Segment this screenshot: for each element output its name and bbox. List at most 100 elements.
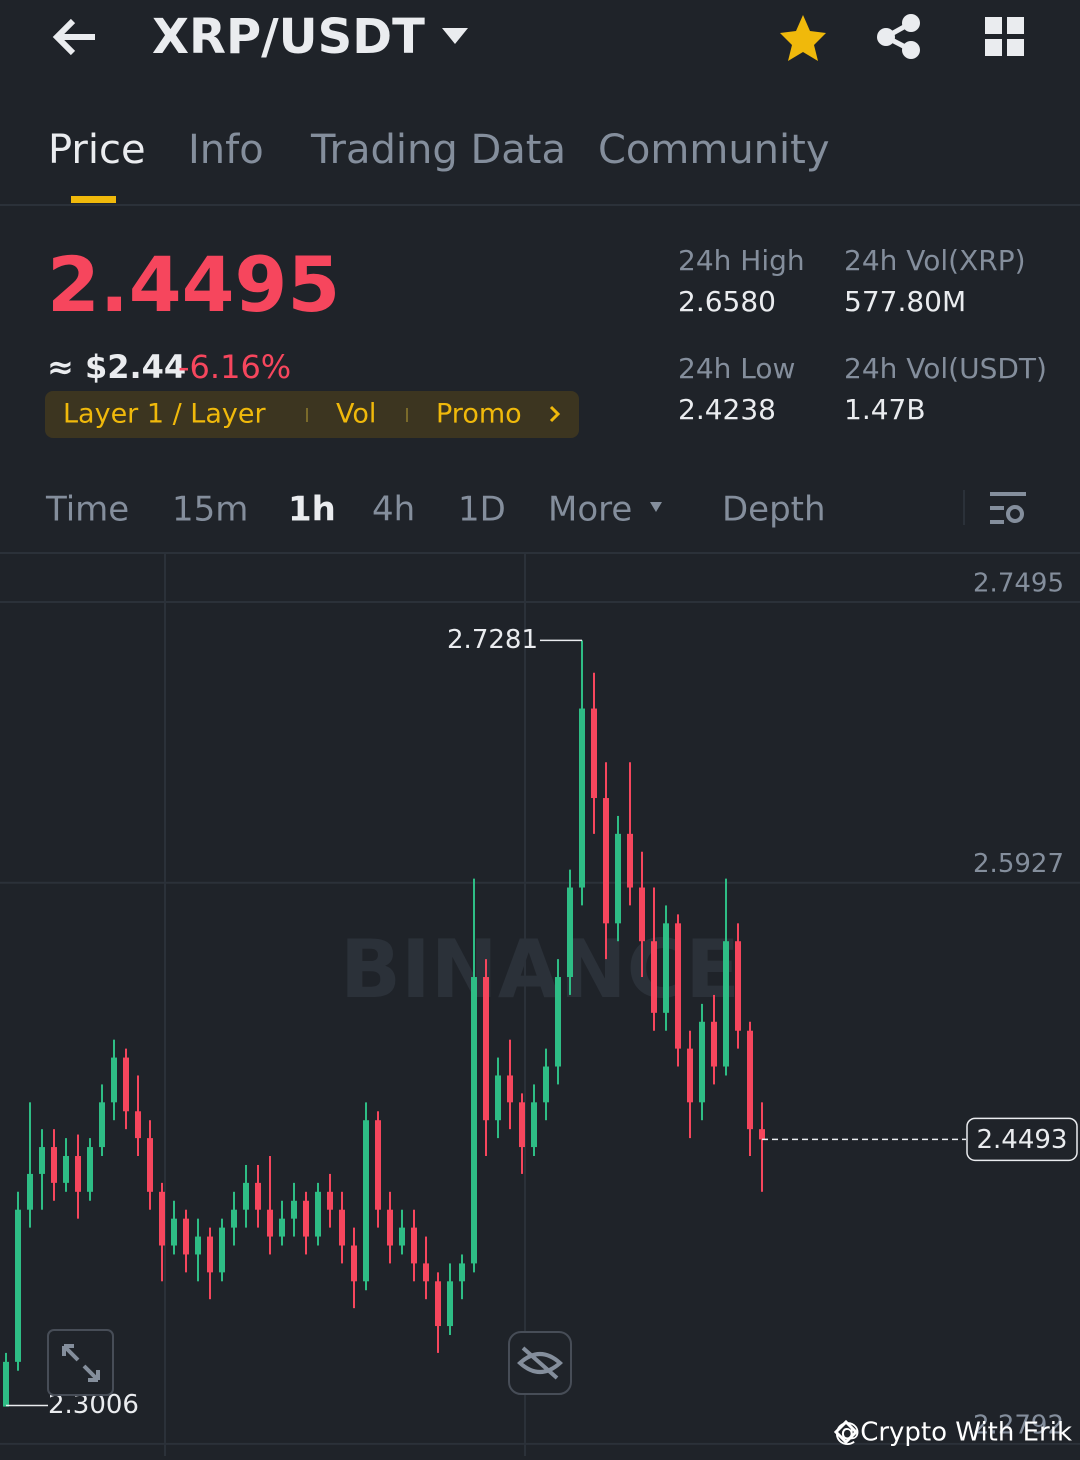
favorite-star[interactable] xyxy=(780,15,826,61)
interval[interactable]: 4h xyxy=(372,490,415,530)
interval[interactable]: 1h xyxy=(288,490,336,530)
stat-label: 24h Vol(USDT) xyxy=(844,352,1047,385)
candle-body xyxy=(279,1218,285,1237)
candle-body xyxy=(399,1227,405,1246)
candle-body xyxy=(123,1057,129,1112)
candle-body xyxy=(567,887,573,978)
fullscreen-button[interactable] xyxy=(47,1329,114,1396)
candle-body xyxy=(111,1057,117,1103)
candle-body xyxy=(579,708,585,888)
last-price-box xyxy=(966,1117,1078,1162)
candle-body xyxy=(651,941,657,1013)
stat-label: 24h Vol(XRP) xyxy=(844,244,1026,277)
candle-body xyxy=(219,1227,225,1273)
price-change: -6.16% xyxy=(178,348,291,386)
tag-arrow xyxy=(549,405,561,423)
tab-indicator xyxy=(71,196,116,203)
y-tick-label: 2.5927 xyxy=(973,849,1064,879)
stat-label: 24h High xyxy=(678,244,805,277)
candle-body xyxy=(687,1048,693,1103)
candle-body xyxy=(615,833,621,924)
candle-body xyxy=(255,1182,261,1210)
candle-body xyxy=(27,1173,33,1210)
candle-body xyxy=(723,941,729,1067)
interval[interactable]: Time xyxy=(45,490,129,530)
candle-body xyxy=(711,1021,717,1067)
candle-body xyxy=(459,1263,465,1282)
stat-value: 2.6580 xyxy=(678,285,776,318)
candle-body xyxy=(195,1236,201,1255)
candle-body xyxy=(435,1281,441,1327)
candle-body xyxy=(627,833,633,888)
candle-body xyxy=(207,1236,213,1273)
stat-value: 1.47B xyxy=(844,393,926,426)
candle-body xyxy=(315,1191,321,1237)
chart-settings[interactable] xyxy=(990,492,1026,524)
share-button[interactable] xyxy=(877,14,920,59)
candle-body xyxy=(639,887,645,942)
candle-body xyxy=(15,1209,21,1362)
tag[interactable]: Promo xyxy=(436,399,522,430)
candle-body xyxy=(291,1200,297,1219)
more-dropdown[interactable] xyxy=(650,502,662,512)
candle-body xyxy=(747,1030,753,1130)
credit: @Crypto With Erik xyxy=(834,1418,1072,1448)
tag-bar[interactable] xyxy=(45,391,579,438)
credit-logo xyxy=(833,1419,859,1445)
candle-body xyxy=(735,941,741,1031)
tab[interactable]: Trading Data xyxy=(310,127,566,173)
candle-body xyxy=(555,977,561,1067)
candle-body xyxy=(759,1129,765,1140)
interval[interactable]: 1D xyxy=(458,490,506,530)
y-tick-label: 2.7495 xyxy=(973,569,1064,599)
tab[interactable]: Price xyxy=(48,127,146,173)
stat-value: 2.4238 xyxy=(678,393,776,426)
candle-body xyxy=(663,923,669,1013)
interval[interactable]: 15m xyxy=(172,490,248,530)
fiat-price: ≈ $2.44 xyxy=(47,348,186,386)
candle-body xyxy=(135,1111,141,1139)
interval[interactable]: More xyxy=(548,490,632,530)
back-button[interactable] xyxy=(52,18,95,56)
candle-body xyxy=(303,1200,309,1237)
tab[interactable]: Info xyxy=(188,127,264,173)
candle-body xyxy=(87,1147,93,1192)
candle-body xyxy=(99,1102,105,1148)
candle-body xyxy=(363,1120,369,1282)
stat-label: 24h Low xyxy=(678,352,795,385)
layout-button[interactable] xyxy=(985,17,1024,56)
candle-body xyxy=(243,1182,249,1210)
candle-body xyxy=(327,1191,333,1210)
tag[interactable]: Vol xyxy=(336,399,376,430)
tag[interactable]: Layer 1 / Layer xyxy=(63,399,266,430)
candle-body xyxy=(531,1102,537,1148)
last-price: 2.4495 xyxy=(47,240,340,329)
candle-body xyxy=(183,1218,189,1255)
candle-body xyxy=(591,708,597,799)
pair-title[interactable]: XRP/USDT xyxy=(152,9,425,65)
candle-body xyxy=(699,1021,705,1103)
candle-body xyxy=(3,1361,9,1407)
candle-body xyxy=(171,1218,177,1246)
candle-body xyxy=(147,1138,153,1192)
candle-body xyxy=(411,1227,417,1264)
candle-body xyxy=(603,798,609,924)
candle-body xyxy=(495,1075,501,1121)
candle-body xyxy=(423,1263,429,1282)
candle-body xyxy=(231,1209,237,1228)
candle-body xyxy=(447,1281,453,1327)
pair-dropdown[interactable] xyxy=(442,28,468,44)
watermark: BINANCE xyxy=(340,923,740,1016)
interval[interactable]: Depth xyxy=(722,490,826,530)
candle-body xyxy=(339,1209,345,1246)
tab[interactable]: Community xyxy=(598,127,830,173)
high-marker: 2.7281 xyxy=(447,625,538,655)
candle-body xyxy=(39,1147,45,1174)
candle-body xyxy=(159,1191,165,1246)
candle-body xyxy=(471,977,477,1264)
candle-body xyxy=(351,1245,357,1282)
candle-body xyxy=(375,1120,381,1210)
